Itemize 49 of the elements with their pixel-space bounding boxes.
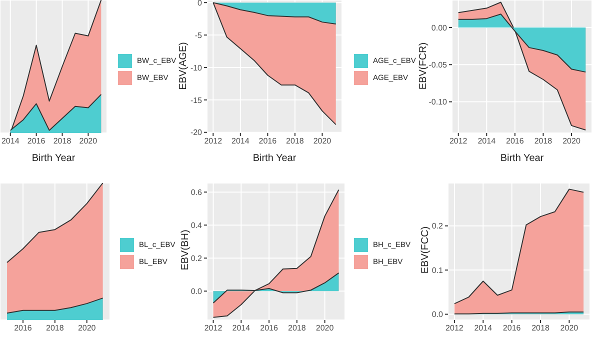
y-axis-title: EBV(AGE) bbox=[178, 42, 190, 90]
y-tick-label: -0.10 bbox=[428, 98, 448, 107]
x-axis-title: Birth Year bbox=[500, 153, 544, 164]
x-tick-label: 2018 bbox=[286, 136, 304, 146]
y-tick-label: -15 bbox=[190, 96, 203, 105]
y-tick-label: 0.4 bbox=[190, 220, 203, 230]
y-axis-title: EBV(FCC) bbox=[420, 226, 432, 274]
y-tick-label: 0.00 bbox=[431, 23, 448, 32]
y-tick-label: 0.6 bbox=[190, 188, 203, 197]
y-tick-label: -0.05 bbox=[428, 60, 448, 70]
x-tick-label: 2018 bbox=[532, 324, 550, 333]
x-tick-label: 2020 bbox=[562, 136, 581, 146]
y-tick-label: -5 bbox=[194, 30, 203, 40]
x-tick-label: 2018 bbox=[288, 324, 306, 333]
x-tick-label: 2016 bbox=[27, 136, 46, 146]
x-tick-label: 2020 bbox=[560, 324, 579, 333]
x-tick-label: 2018 bbox=[53, 136, 72, 146]
x-tick-label: 2020 bbox=[79, 136, 98, 146]
x-tick-label: 2018 bbox=[534, 136, 553, 146]
x-tick-label: 2016 bbox=[502, 324, 522, 333]
x-tick-label: 2014 bbox=[232, 136, 250, 146]
y-tick-label: 0.2 bbox=[432, 222, 444, 231]
y-axis-title: EBV(FCR) bbox=[418, 42, 429, 90]
x-axis-title: Birth Year bbox=[32, 153, 76, 164]
x-tick-label: 2014 bbox=[478, 136, 496, 146]
x-tick-label: 2012 bbox=[449, 136, 468, 146]
y-tick-label: -10 bbox=[190, 63, 203, 72]
x-tick-label: 2020 bbox=[316, 324, 334, 333]
y-tick-label: 0.0 bbox=[190, 286, 203, 296]
x-tick-label: 2016 bbox=[260, 324, 278, 333]
x-tick-label: 2014 bbox=[1, 136, 20, 146]
x-tick-label: 2014 bbox=[474, 324, 493, 333]
x-tick-label: 2016 bbox=[258, 136, 278, 146]
y-tick-label: 0.1 bbox=[432, 266, 444, 275]
y-tick-label: -20 bbox=[190, 128, 203, 138]
x-tick-label: 2020 bbox=[78, 324, 96, 333]
y-tick-label: 0 bbox=[198, 0, 203, 8]
y-axis-title: EBV(BH) bbox=[180, 230, 192, 270]
x-tick-label: 2020 bbox=[313, 136, 332, 146]
x-tick-label: 2016 bbox=[506, 136, 524, 146]
y-tick-label: 0.0 bbox=[432, 310, 444, 320]
y-tick-label: 0.2 bbox=[190, 254, 203, 263]
x-tick-label: 2014 bbox=[232, 324, 251, 333]
x-tick-label: 2018 bbox=[46, 324, 64, 333]
x-tick-label: 2012 bbox=[446, 324, 464, 333]
x-tick-label: 2012 bbox=[204, 136, 223, 146]
x-tick-label: 2016 bbox=[14, 324, 32, 333]
x-tick-label: 2012 bbox=[204, 324, 223, 333]
x-axis-title: Birth Year bbox=[252, 153, 297, 164]
